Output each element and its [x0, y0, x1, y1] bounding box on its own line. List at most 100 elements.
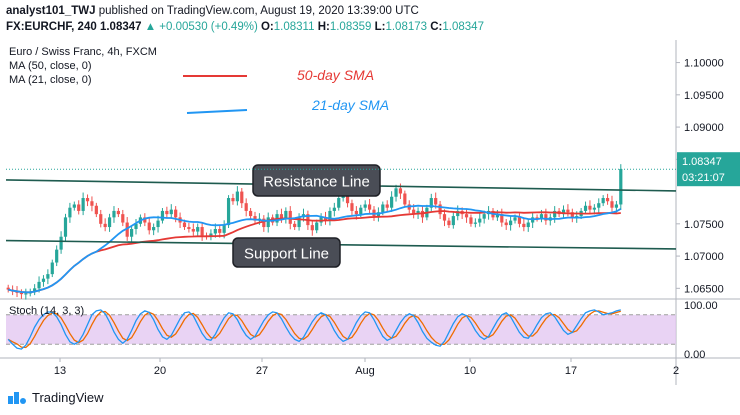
candle-body	[196, 227, 200, 232]
candle-body	[37, 281, 41, 289]
candle-body	[570, 212, 574, 218]
candle-body	[213, 228, 217, 234]
y-tick-label: 1.10000	[684, 58, 724, 70]
candle-body	[434, 198, 438, 205]
candle-body	[125, 222, 129, 237]
candle-body	[152, 227, 156, 231]
candle-body	[134, 223, 138, 229]
candle-body	[367, 204, 372, 210]
close-value: 1.08347	[442, 21, 484, 33]
y-tick-label: 1.06500	[684, 283, 724, 295]
candle-body	[262, 218, 266, 228]
y-tick-label: 1.07000	[684, 251, 724, 263]
candle-body	[59, 236, 63, 250]
candle-body	[222, 225, 226, 233]
stoch-k-line	[7, 309, 621, 350]
candle-body	[143, 217, 147, 223]
candle-body	[539, 214, 544, 219]
legend-ma21-swatch	[186, 109, 248, 114]
candle-body	[323, 217, 328, 221]
candle-body	[429, 198, 433, 208]
candle-body	[297, 217, 301, 228]
candle-body	[85, 198, 90, 202]
stoch-title: Stoch (14, 3, 3)	[9, 305, 84, 317]
candle-body	[588, 205, 592, 210]
candle-body	[46, 274, 50, 279]
candle-body	[535, 217, 539, 219]
open-value: 1.08311	[273, 21, 315, 33]
candles	[6, 164, 623, 300]
support-annotation-box	[232, 237, 341, 268]
legend-ma50-label: 50-day SMA	[297, 67, 374, 83]
resistance-annotation-label: Resistance Line	[263, 174, 370, 191]
candle-body	[566, 209, 570, 213]
candle-body	[504, 222, 508, 226]
support-line	[5, 239, 677, 250]
candle-body	[601, 198, 605, 204]
x-tick-label: 20	[154, 365, 166, 377]
candle-body	[509, 220, 513, 226]
candle-body	[240, 191, 244, 204]
last-price-tag	[677, 152, 740, 187]
candle-body	[218, 228, 222, 233]
candle-body	[244, 203, 248, 211]
candle-body	[279, 214, 284, 219]
candle-body	[328, 210, 332, 221]
last-price-tag-value: 1.08347	[682, 156, 722, 168]
candle-body	[619, 169, 623, 205]
candle-body	[77, 204, 81, 211]
candle-body	[315, 222, 319, 231]
candle-body	[55, 249, 59, 263]
candle-body	[473, 222, 477, 224]
y-tick-label: 1.09500	[684, 90, 724, 102]
candle-body	[495, 214, 499, 218]
candle-body	[147, 222, 151, 231]
candle-body	[68, 207, 72, 218]
candle-body	[583, 205, 588, 211]
publish-info: analyst101_TWJ published on TradingView.…	[6, 4, 419, 18]
candle-body	[112, 210, 116, 218]
stoch-d-line	[7, 310, 621, 349]
open-label: O:	[260, 21, 274, 33]
candle-body	[544, 214, 548, 221]
x-tick-label: Aug	[355, 365, 375, 377]
x-tick-label: 2	[673, 365, 679, 377]
candle-body	[469, 217, 473, 224]
candle-body	[235, 191, 239, 202]
symbol-label: FX:EURCHF, 240	[6, 21, 97, 33]
price-chart[interactable]: 1.100001.095001.090001.085001.075001.070…	[0, 40, 740, 385]
resistance-annotation-box	[252, 164, 381, 197]
candle-body	[19, 292, 24, 295]
close-label: C:	[430, 21, 443, 33]
x-tick-label: 10	[464, 365, 476, 377]
candle-body	[385, 204, 389, 208]
candle-body	[266, 217, 270, 228]
author-name[interactable]: analyst101_TWJ	[6, 5, 96, 17]
tradingview-logo[interactable]: TradingView	[8, 390, 104, 405]
candle-body	[381, 204, 385, 213]
tradingview-logo-text: TradingView	[32, 390, 104, 405]
candle-body	[442, 214, 447, 221]
candle-body	[337, 198, 341, 208]
candle-body	[187, 227, 191, 229]
stoch-y-tick-label: 100.00	[684, 300, 718, 312]
candle-body	[482, 214, 486, 219]
candle-body	[412, 209, 416, 215]
candle-body	[478, 218, 482, 223]
candle-body	[592, 207, 596, 210]
candle-body	[403, 193, 407, 205]
candle-body	[174, 209, 178, 218]
candle-body	[332, 207, 336, 211]
candle-body	[99, 214, 103, 224]
candle-body	[293, 223, 297, 228]
candle-body	[561, 209, 566, 215]
candle-body	[553, 210, 557, 218]
candle-body	[310, 225, 314, 231]
candle-body	[231, 198, 235, 202]
candle-body	[253, 216, 257, 221]
candle-body	[94, 205, 98, 215]
candle-body	[121, 214, 125, 223]
y-tick-label: 1.09000	[684, 122, 724, 134]
candle-body	[72, 204, 76, 208]
candle-body	[24, 293, 28, 295]
